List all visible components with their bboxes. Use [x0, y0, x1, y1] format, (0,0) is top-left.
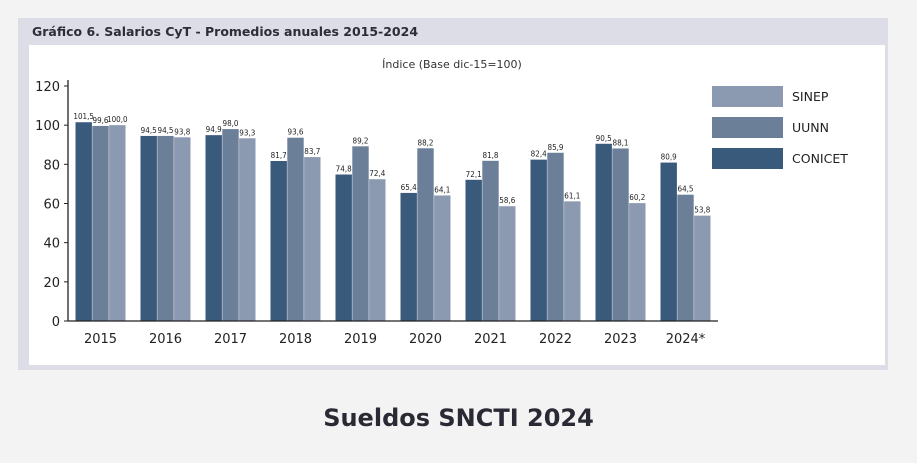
x-tick-label: 2023	[604, 332, 637, 347]
bar-conicet	[400, 192, 417, 321]
data-label: 74,8	[336, 165, 352, 174]
y-tick-label: 20	[43, 276, 60, 291]
data-label: 99,6	[92, 116, 108, 125]
bar-conicet	[140, 135, 157, 321]
x-tick-label: 2018	[279, 332, 312, 347]
legend-swatch-uunn	[712, 117, 783, 138]
data-label: 100,0	[107, 115, 128, 124]
chart-subtitle: Índice (Base dic-15=100)	[382, 58, 522, 71]
data-label: 94,5	[157, 126, 173, 135]
y-tick-label: 100	[35, 119, 60, 134]
bar-uunn	[157, 135, 174, 321]
data-label: 88,2	[417, 138, 433, 147]
bar-uunn	[482, 160, 499, 321]
y-tick-label: 40	[43, 237, 60, 252]
x-tick-label: 2016	[149, 332, 182, 347]
bar-uunn	[677, 194, 694, 321]
x-tick-label: 2022	[539, 332, 572, 347]
data-label: 83,7	[304, 147, 320, 156]
chart-title: Gráfico 6. Salarios CyT - Promedios anua…	[32, 24, 419, 39]
data-label: 101,5	[73, 112, 94, 121]
y-tick-label: 80	[43, 158, 60, 173]
data-label: 72,4	[369, 169, 385, 178]
bar-sinep	[369, 179, 386, 321]
data-label: 58,6	[499, 196, 515, 205]
data-label: 85,9	[547, 143, 563, 152]
legend-swatch-conicet	[712, 148, 783, 169]
bar-sinep	[434, 195, 451, 321]
bar-sinep	[174, 137, 191, 321]
data-label: 93,8	[174, 127, 190, 136]
data-label: 94,5	[141, 126, 157, 135]
data-label: 81,7	[271, 151, 287, 160]
bar-uunn	[352, 146, 369, 321]
x-tick-label: 2024*	[666, 332, 706, 347]
bar-conicet	[530, 159, 547, 321]
bar-conicet	[205, 135, 222, 321]
bar-sinep	[564, 201, 581, 321]
x-tick-label: 2021	[474, 332, 507, 347]
bar-conicet	[595, 143, 612, 321]
data-label: 82,4	[531, 150, 547, 159]
bar-sinep	[499, 206, 516, 321]
data-label: 81,8	[482, 151, 498, 160]
bar-conicet	[335, 174, 352, 321]
bar-sinep	[694, 215, 711, 321]
data-label: 53,8	[694, 206, 710, 215]
data-label: 80,9	[661, 153, 677, 162]
bar-uunn	[92, 125, 109, 321]
data-label: 98,0	[222, 119, 238, 128]
legend-label-sinep: SINEP	[792, 89, 829, 104]
y-tick-label: 120	[35, 80, 60, 95]
data-label: 64,5	[677, 185, 693, 194]
x-tick-label: 2020	[409, 332, 442, 347]
data-label: 88,1	[612, 138, 628, 147]
bar-uunn	[547, 152, 564, 321]
legend-label-conicet: CONICET	[792, 151, 848, 166]
bar-uunn	[287, 137, 304, 321]
page-caption: Sueldos SNCTI 2024	[323, 404, 594, 432]
bar-conicet	[75, 122, 92, 322]
x-tick-label: 2019	[344, 332, 377, 347]
legend-label-uunn: UUNN	[792, 120, 829, 135]
legend-swatch-sinep	[712, 86, 783, 107]
bar-sinep	[304, 157, 321, 321]
data-label: 64,1	[434, 185, 450, 194]
data-label: 61,1	[564, 191, 580, 200]
bar-uunn	[222, 129, 239, 321]
x-tick-label: 2015	[84, 332, 117, 347]
data-label: 93,6	[287, 128, 303, 137]
data-label: 94,9	[206, 125, 222, 134]
data-label: 65,4	[401, 183, 417, 192]
bar-uunn	[612, 148, 629, 321]
bar-conicet	[270, 161, 287, 321]
data-label: 60,2	[629, 193, 645, 202]
bar-sinep	[109, 125, 126, 322]
bar-conicet	[660, 162, 677, 321]
data-label: 93,3	[239, 128, 255, 137]
bar-sinep	[629, 203, 646, 321]
x-tick-label: 2017	[214, 332, 247, 347]
data-label: 89,2	[352, 136, 368, 145]
y-tick-label: 60	[43, 198, 60, 213]
bar-sinep	[239, 138, 256, 321]
data-label: 72,1	[466, 170, 482, 179]
bar-conicet	[465, 179, 482, 321]
y-tick-label: 0	[52, 315, 60, 330]
bar-uunn	[417, 148, 434, 321]
data-label: 90,5	[596, 134, 612, 143]
